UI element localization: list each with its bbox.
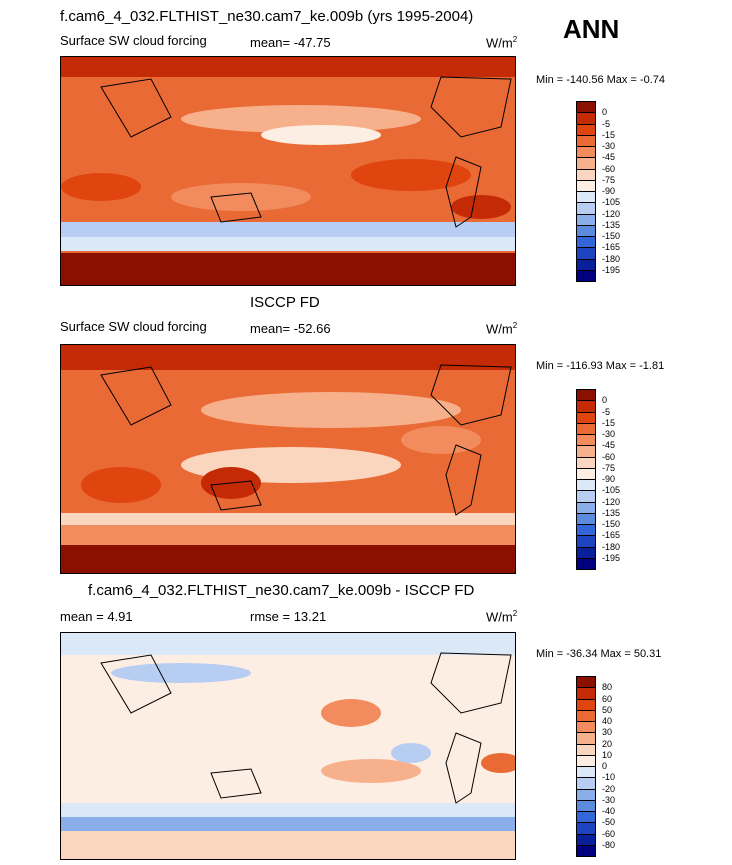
colorbar-tick-label: 80: [602, 682, 613, 693]
colorbar-tick-label: -135: [602, 219, 621, 230]
panel-1-map-field: [61, 57, 515, 285]
colorbar-tick-label: -30: [602, 794, 616, 805]
panel-1-minmax: Min = -140.56 Max = -0.74: [536, 74, 666, 86]
panel-3-mean-label: mean = 4.91: [60, 609, 133, 624]
colorbar-tick-label: -45: [602, 440, 616, 451]
colorbar-tick-label: -105: [602, 197, 621, 208]
colorbar-tick-label: -20: [602, 783, 616, 794]
panel-3-map-field: [61, 633, 515, 859]
season-label: ANN: [563, 14, 620, 44]
colorbar-tick-label: -120: [602, 496, 621, 507]
colorbar-tick-label: -60: [602, 163, 616, 174]
panel-3-rmse-label: rmse = 13.21: [250, 609, 327, 624]
panel-2-map: [60, 344, 516, 574]
panel-3-map: [60, 632, 516, 860]
colorbar-tick-label: -60: [602, 451, 616, 462]
panel-1-colorbar: 0 -5 -15 -30 -45 -60 -75 -90 -105 -120 -135 -150 -16…: [576, 101, 656, 282]
colorbar-tick-label: -195: [602, 552, 621, 563]
colorbar-tick-label: -75: [602, 174, 616, 185]
panel-3-title: f.cam6_4_032.FLTHIST_ne30.cam7_ke.009b -…: [88, 582, 475, 599]
colorbar-tick-label: -60: [602, 828, 616, 839]
colorbar-tick-label: 20: [602, 738, 613, 749]
colorbar-tick-label: -45: [602, 152, 616, 163]
colorbar-tick-label: -165: [602, 530, 621, 541]
panel-3-units: W/m2: [486, 609, 518, 625]
panel-1-mean-label: mean= -47.75: [250, 35, 331, 50]
colorbar-tick-label: 0: [602, 395, 608, 406]
colorbar-tick-label: -90: [602, 474, 616, 484]
panel-1-map: [60, 56, 516, 286]
panel-2-map-field: [61, 345, 515, 573]
colorbar-tick-label: -165: [602, 242, 621, 253]
panel-1-units: W/m2: [486, 35, 518, 51]
colorbar-tick-label: -10: [602, 772, 616, 783]
colorbar-tick-label: -180: [602, 541, 621, 552]
panel-2-units: W/m2: [486, 321, 518, 337]
colorbar-swatch: [576, 844, 596, 857]
colorbar-swatch: [576, 269, 596, 282]
colorbar-tick-label: 10: [602, 749, 613, 760]
colorbar-tick-label: -50: [602, 817, 616, 828]
colorbar-tick-label: -15: [602, 129, 616, 140]
colorbar-tick-label: -150: [602, 231, 621, 241]
colorbar-tick-label: -180: [602, 253, 621, 264]
colorbar-tick-label: -195: [602, 264, 621, 275]
panel-2-mean-label: mean= -52.66: [250, 321, 331, 336]
colorbar-tick-label: -150: [602, 519, 621, 529]
colorbar-tick-label: -15: [602, 417, 616, 428]
colorbar-tick-label: -30: [602, 141, 616, 151]
colorbar-tick-label: -30: [602, 429, 616, 439]
panel-1-title: f.cam6_4_032.FLTHIST_ne30.cam7_ke.009b (…: [60, 8, 474, 25]
colorbar-tick-label: 0: [602, 761, 608, 771]
colorbar-tick-label: -5: [602, 406, 611, 417]
colorbar-tick-label: -120: [602, 208, 621, 219]
colorbar-tick-label: -75: [602, 462, 616, 473]
colorbar-tick-label: 0: [602, 107, 608, 118]
colorbar-tick-label: 40: [602, 716, 613, 726]
colorbar-tick-label: -135: [602, 507, 621, 518]
colorbar-tick-label: -105: [602, 485, 621, 496]
colorbar-tick-label: -5: [602, 118, 611, 129]
colorbar-tick-label: 60: [602, 693, 613, 704]
panel-2-title: ISCCP FD: [250, 294, 320, 311]
colorbar-tick-label: -80: [602, 839, 616, 850]
colorbar-tick-label: -90: [602, 186, 616, 196]
colorbar-tick-label: 30: [602, 727, 613, 738]
panel-1-variable-label: Surface SW cloud forcing: [60, 33, 207, 48]
panel-2-colorbar: 0 -5 -15 -30 -45 -60 -75 -90 -105 -120 -135 -150 -16…: [576, 389, 656, 570]
colorbar-tick-label: 50: [602, 704, 613, 715]
colorbar-tick-label: -40: [602, 806, 616, 816]
colorbar-swatch: [576, 557, 596, 570]
panel-2-variable-label: Surface SW cloud forcing: [60, 319, 207, 334]
panel-2-minmax: Min = -116.93 Max = -1.81: [536, 360, 665, 372]
panel-3-colorbar: 80 60 50 40 30 20 10 0 -10 -20 -30 -40 -50 -60 -80: [576, 676, 656, 857]
panel-3-minmax: Min = -36.34 Max = 50.31: [536, 648, 662, 660]
